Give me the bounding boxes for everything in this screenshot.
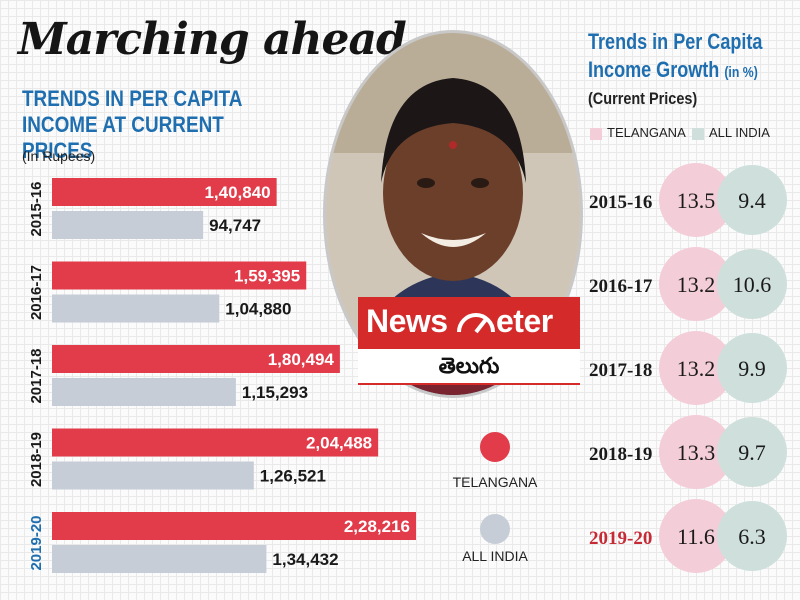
right-title-line2: Income Growth [588,57,720,82]
growth-circle-allindia [717,501,787,571]
bar-telangana [52,178,277,206]
growth-value-telangana: 13.2 [677,356,716,381]
brand-name-part1: News [366,303,448,339]
growth-value-allindia: 6.3 [738,524,766,549]
growth-circle-allindia [717,333,787,403]
growth-circle-telangana [659,331,733,405]
bar-label-allindia: 1,26,521 [260,467,326,486]
growth-circle-allindia [717,417,787,487]
right-legend-telangana: TELANGANA [590,125,686,140]
bar-label-allindia: 1,15,293 [242,383,308,402]
legend-swatch-telangana [590,127,602,140]
legend-dot-allindia [480,514,510,544]
growth-value-telangana: 13.5 [677,188,716,213]
growth-year-label: 2018-19 [589,444,652,465]
growth-value-allindia: 10.6 [733,272,772,297]
growth-circle-telangana [659,163,733,237]
right-legend-allindia: ALL INDIA [692,125,770,140]
right-legend-label-telangana: TELANGANA [607,125,686,140]
year-label: 2015-16 [28,181,45,236]
growth-year-label: 2016-17 [589,276,653,297]
bar-allindia [52,461,254,490]
bar-label-telangana: 2,04,488 [306,434,372,453]
bar-label-telangana: 1,80,494 [268,350,335,369]
speedometer-icon [456,313,495,334]
year-label: 2019-20 [28,515,45,570]
right-chart-subtitle: (Current Prices) [588,89,698,108]
growth-circle-telangana [659,415,733,489]
bar-allindia [52,294,220,323]
bar-telangana [52,261,307,290]
bar-allindia [52,378,236,406]
headline: Marching ahead [18,14,407,65]
growth-year-label: 2015-16 [589,192,652,213]
brand-name: News eter [366,303,553,340]
bar-allindia [52,545,267,573]
year-label: 2016-17 [28,265,45,320]
growth-value-allindia: 9.9 [738,356,766,381]
growth-value-allindia: 9.4 [738,188,766,213]
right-chart-title: Trends in Per Capita Income Growth (in %… [588,28,763,87]
growth-value-telangana: 11.6 [677,524,715,549]
right-title-unit: (in %) [724,64,758,81]
bar-telangana [52,512,416,540]
growth-value-allindia: 9.7 [738,440,766,465]
bar-telangana [52,345,340,373]
growth-year-label: 2019-20 [589,528,652,549]
bar-allindia [52,211,204,239]
unit-label: (In Rupees) [22,148,96,164]
legend-dot-telangana [480,432,510,462]
bar-label-allindia: 94,747 [209,216,261,235]
bar-label-telangana: 1,59,395 [234,267,300,286]
left-subtitle-line1: TRENDS IN PER CAPITA [22,86,243,111]
bar-label-telangana: 2,28,216 [344,517,410,536]
bar-label-telangana: 1,40,840 [204,183,270,202]
growth-circle-allindia [717,165,787,235]
legend-label-allindia: ALL INDIA [462,548,528,564]
bar-telangana [52,428,379,457]
growth-circle-allindia [717,249,787,319]
bar-label-allindia: 1,04,880 [225,300,291,319]
growth-value-telangana: 13.3 [677,440,716,465]
year-label: 2017-18 [28,348,45,403]
right-title-line1: Trends in Per Capita [588,29,763,54]
legend-label-telangana: TELANGANA [452,474,538,490]
growth-year-label: 2017-18 [589,360,652,381]
left-chart-subtitle: TRENDS IN PER CAPITA INCOME AT CURRENT P… [22,86,280,164]
growth-circle-telangana [659,499,733,573]
brand-language: తెలుగు [358,349,580,383]
bar-label-allindia: 1,34,432 [272,550,338,569]
brand-name-part2: eter [495,303,553,339]
growth-circle-telangana [659,247,733,321]
growth-value-telangana: 13.2 [677,272,716,297]
left-subtitle-line2: INCOME AT CURRENT PRICES [22,112,224,163]
newsmeter-logo: News eter తెలుగు [358,297,580,385]
right-legend-label-allindia: ALL INDIA [709,125,770,140]
year-label: 2018-19 [28,432,45,487]
legend-swatch-allindia [692,127,704,140]
